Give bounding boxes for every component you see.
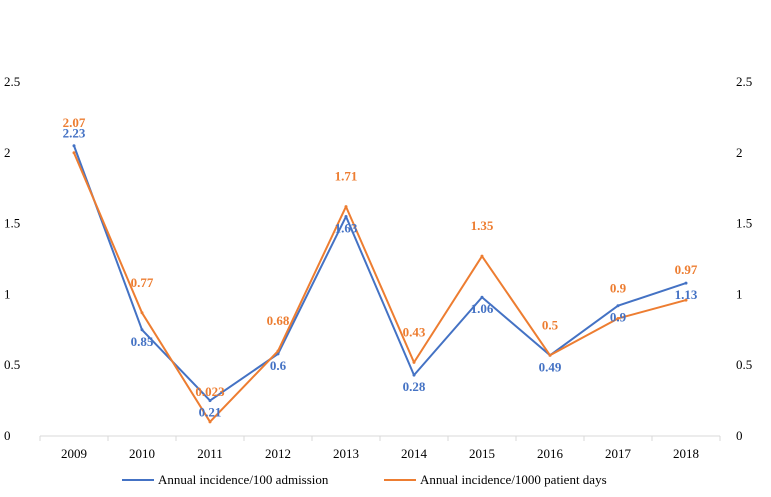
y-left-tick-label: 2.5	[4, 74, 20, 89]
series-1-data-label: 1.63	[335, 221, 358, 236]
x-tick-label: 2015	[469, 446, 495, 461]
series-1-point	[344, 215, 348, 219]
series-2-point	[548, 353, 552, 357]
series-2-data-label: 1.71	[335, 169, 358, 184]
series-1-point	[616, 304, 620, 308]
x-tick-label: 2017	[605, 446, 632, 461]
x-tick-label: 2012	[265, 446, 291, 461]
y-left-tick-label: 0.5	[4, 357, 20, 372]
series-2-data-label: 0.9	[610, 280, 627, 295]
series-line-1	[73, 145, 687, 402]
series-2-point	[480, 254, 484, 258]
y-left-tick-label: 2	[4, 145, 11, 160]
series-2-point	[140, 311, 144, 315]
series-1-point	[412, 373, 416, 377]
series-1-data-label: 0.21	[199, 405, 222, 420]
series-2-point	[412, 360, 416, 364]
y-left-tick-label: 1	[4, 286, 11, 301]
series-2-data-label: 0.77	[131, 275, 154, 290]
legend: Annual incidence/100 admission Annual inc…	[122, 472, 607, 487]
legend-label-2: Annual incidence/1000 patient days	[420, 472, 607, 487]
series-2-data-label: 0.68	[267, 313, 290, 328]
x-tick-label: 2018	[673, 446, 699, 461]
series-1-point	[72, 144, 76, 148]
series-lines	[72, 144, 688, 424]
series-2-data-label: 0.023	[195, 384, 225, 399]
y-right-tick-label: 2.5	[736, 74, 752, 89]
series-1-point	[140, 328, 144, 332]
series-1-data-label: 0.28	[403, 379, 426, 394]
x-tick-label: 2009	[61, 446, 87, 461]
y-right-tick-label: 1	[736, 286, 743, 301]
y-right-tick-label: 1.5	[736, 216, 752, 231]
series-1-data-label: 0.6	[270, 358, 287, 373]
series-1-data-label: 2.23	[63, 126, 86, 141]
series-line-2	[73, 152, 687, 423]
x-tick-label: 2010	[129, 446, 155, 461]
series-1-point	[684, 281, 688, 285]
series-2-point	[684, 298, 688, 302]
x-tick-label: 2011	[197, 446, 223, 461]
legend-label-1: Annual incidence/100 admission	[158, 472, 329, 487]
series-1-data-label: 0.9	[610, 310, 627, 325]
y-right-tick-label: 0	[736, 428, 743, 443]
y-left-tick-label: 1.5	[4, 216, 20, 231]
y-right-tick-label: 2	[736, 145, 743, 160]
series-2-data-label: 2.07	[63, 115, 86, 130]
series-2-data-label: 1.35	[471, 218, 494, 233]
series-1-data-label: 0.85	[131, 334, 154, 349]
series-2-point	[276, 349, 280, 353]
series-2-point	[208, 420, 212, 424]
series-1-data-label: 1.06	[471, 301, 494, 316]
data-labels: 2.23 0.85 0.21 0.6 1.63 0.28 1.06 0.49 0.9 1.13 2.…	[63, 115, 698, 420]
series-1-data-label: 1.13	[675, 287, 698, 302]
series-1-point	[208, 399, 212, 403]
x-tick-label: 2016	[537, 446, 564, 461]
x-tick-label: 2013	[333, 446, 359, 461]
series-1-data-label: 0.49	[539, 359, 562, 374]
x-tick-label: 2014	[401, 446, 428, 461]
y-left-tick-label: 0	[4, 428, 11, 443]
series-2-data-label: 0.43	[403, 324, 426, 339]
series-2-point	[72, 151, 76, 155]
series-2-data-label: 0.97	[675, 262, 698, 277]
series-2-point	[344, 205, 348, 209]
axes: 2009 2010 2011 2012 2013 2014 2015 2016 2017 2018…	[4, 74, 752, 461]
series-1-point	[480, 295, 484, 299]
series-2-data-label: 0.5	[542, 317, 559, 332]
y-right-tick-label: 0.5	[736, 357, 752, 372]
series-2-point	[616, 316, 620, 320]
